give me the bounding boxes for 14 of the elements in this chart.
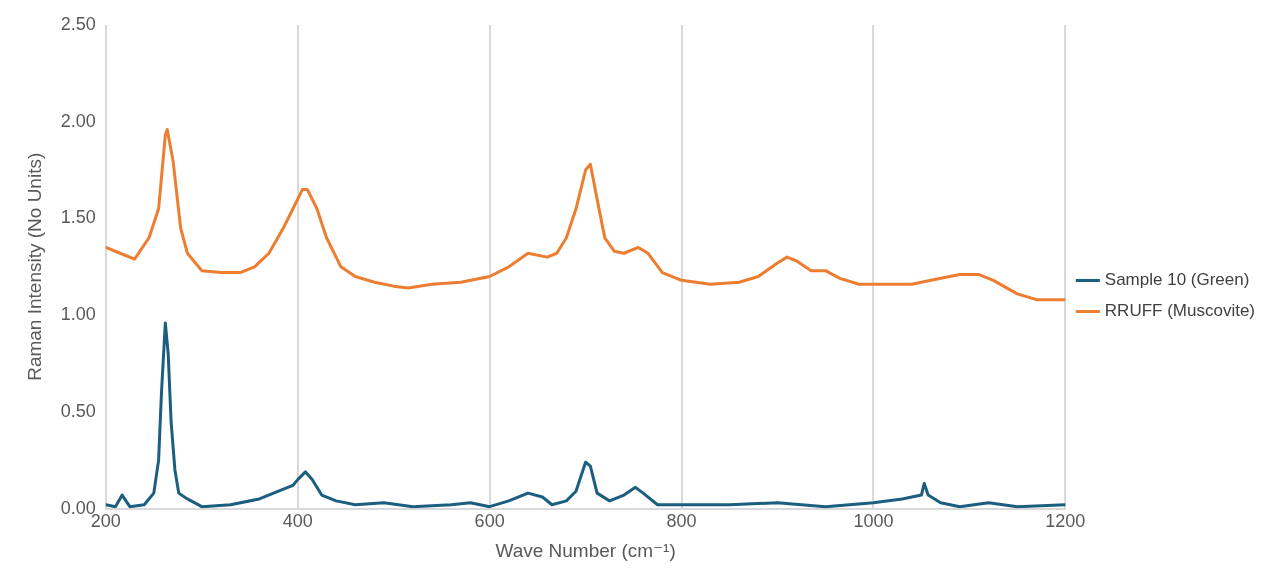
x-tick-label: 400 [282,511,313,532]
x-tick-label: 1200 [1045,511,1086,532]
y-axis-title: Raman Intensity (No Units) [23,152,45,381]
y-tick-label: 1.50 [60,207,96,228]
x-tick-label: 600 [474,511,505,532]
x-axis-title: Wave Number (cm⁻¹) [495,539,676,561]
legend-label: RRUFF (Muscovite) [1104,301,1255,321]
y-tick-label: 2.00 [60,110,96,131]
y-tick-label: 1.00 [60,304,96,325]
legend-label: Sample 10 (Green) [1104,270,1250,290]
x-tick-label: 800 [666,511,697,532]
y-tick-label: 0.50 [60,400,96,421]
x-tick-label: 1000 [853,511,894,532]
y-tick-label: 2.50 [60,13,96,34]
